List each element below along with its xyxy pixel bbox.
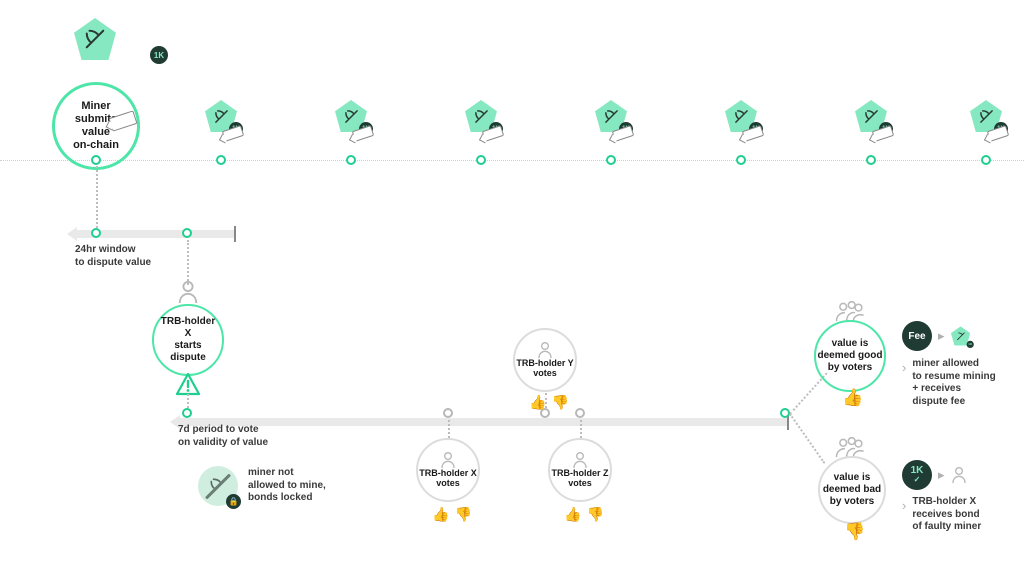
miner-small-6: 1K: [855, 100, 887, 132]
person-icon: [440, 451, 456, 469]
timeline-dot-1: [216, 155, 226, 165]
outcome-good-node: value is deemed good by voters: [814, 320, 886, 392]
person-icon: [572, 451, 588, 469]
outcome-bad-node: value is deemed bad by voters: [818, 456, 886, 524]
voter-x-label: TRB-holder X votes: [419, 469, 477, 489]
miner-small-4: 1K: [595, 100, 627, 132]
vote-bar: [178, 418, 788, 426]
chevron-icon: ▸: [938, 328, 945, 344]
thumb-up-icon: 👍: [432, 506, 449, 523]
conn-window-to-dispute: [187, 240, 189, 285]
chevron-icon: ›: [902, 360, 906, 375]
thumb-up-icon: 👍: [529, 394, 546, 411]
person-icon: [177, 280, 199, 304]
no-mine-icon: 🔒: [198, 466, 238, 506]
people-icon-good: [833, 300, 867, 322]
outcome-good-text: miner allowed to resume mining + receive…: [912, 358, 995, 408]
fee-badge: Fee: [902, 321, 932, 351]
lock-icon: 🔒: [226, 494, 241, 509]
voter-y-label: TRB-holder Y votes: [516, 359, 573, 379]
window-bar-dot-end: [182, 228, 192, 238]
person-icon: [537, 341, 553, 359]
conn-main-to-bar: [96, 166, 98, 228]
outcome-bad-label: value is deemed bad by voters: [823, 472, 881, 508]
k1-badge: 1K✓: [902, 460, 932, 490]
vote-bar-label: 7d period to vote on validity of value: [178, 424, 268, 449]
timeline-dot-6: [866, 155, 876, 165]
chevron-icon: ▸: [938, 467, 945, 483]
window-bar-label: 24hr window to dispute value: [75, 244, 151, 269]
timeline-dot-2: [346, 155, 356, 165]
vote-bar-dot-start: [182, 408, 192, 418]
miner-small-2: 1K: [335, 100, 367, 132]
thumb-up-icon: 👍: [564, 506, 581, 523]
outcome-good-right: Fee ▸ 1K › miner allowed to resume minin…: [902, 320, 996, 408]
miner-small-1: 1K: [205, 100, 237, 132]
timeline-dot-7: [981, 155, 991, 165]
conn-votebar-x: [448, 420, 450, 438]
dispute-label: TRB-holder X starts dispute: [154, 316, 222, 364]
thumb-down-icon: 👎: [454, 506, 471, 523]
conn-votebar-z: [580, 420, 582, 438]
miner-small-3: 1K: [465, 100, 497, 132]
window-bar-dot-start: [91, 228, 101, 238]
voter-y-thumbs: 👍 👎: [529, 394, 569, 411]
voter-z-node: TRB-holder Z votes: [548, 438, 612, 502]
person-icon: [951, 466, 967, 484]
voter-y-node: TRB-holder Y votes: [513, 328, 577, 392]
badge-1k-icon: 1K: [150, 46, 168, 64]
voter-z-thumbs: 👍 👎: [564, 506, 604, 523]
timeline-dot-4: [606, 155, 616, 165]
outcome-good-label: value is deemed good by voters: [817, 338, 882, 374]
miner-hex-icon: [74, 18, 116, 60]
voter-z-label: TRB-holder Z votes: [552, 469, 609, 489]
outcome-bad-right: 1K✓ ▸ › TRB-holder X receives bond of fa…: [902, 460, 981, 534]
warning-icon: [175, 372, 201, 396]
voter-x-node: TRB-holder X votes: [416, 438, 480, 502]
timeline-dot-main: [91, 155, 101, 165]
miner-small-7: 1K: [970, 100, 1002, 132]
timeline-dot-3: [476, 155, 486, 165]
conn-dispute-to-votebar: [187, 394, 189, 408]
thumb-down-icon: 👎: [586, 506, 603, 523]
outcome-bad-text: TRB-holder X receives bond of faulty min…: [912, 496, 981, 534]
miner-small-5: 1K: [725, 100, 757, 132]
miner-locked-label: miner not allowed to mine, bonds locked: [248, 467, 326, 505]
dispute-node: TRB-holder X starts dispute: [152, 304, 224, 376]
conn-end-to-bad: [789, 413, 825, 463]
main-miner-node: 1K Miner submits value on-chain: [52, 40, 140, 170]
miner-locked: 🔒 miner not allowed to mine, bonds locke…: [198, 466, 326, 506]
outcome-good-thumb: 👍: [842, 388, 863, 408]
outcome-bad-thumb: 👎: [844, 522, 865, 542]
chevron-icon: ›: [902, 498, 906, 513]
timeline-dot-5: [736, 155, 746, 165]
thumb-down-icon: 👎: [551, 394, 568, 411]
people-icon-bad: [833, 436, 867, 458]
voter-x-thumbs: 👍 👎: [432, 506, 472, 523]
vote-bar-dot-z: [575, 408, 585, 418]
vote-bar-dot-x: [443, 408, 453, 418]
